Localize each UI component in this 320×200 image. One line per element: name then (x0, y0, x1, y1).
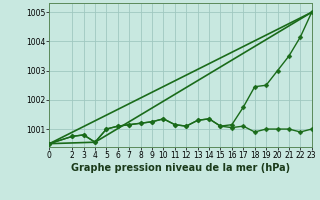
X-axis label: Graphe pression niveau de la mer (hPa): Graphe pression niveau de la mer (hPa) (71, 163, 290, 173)
